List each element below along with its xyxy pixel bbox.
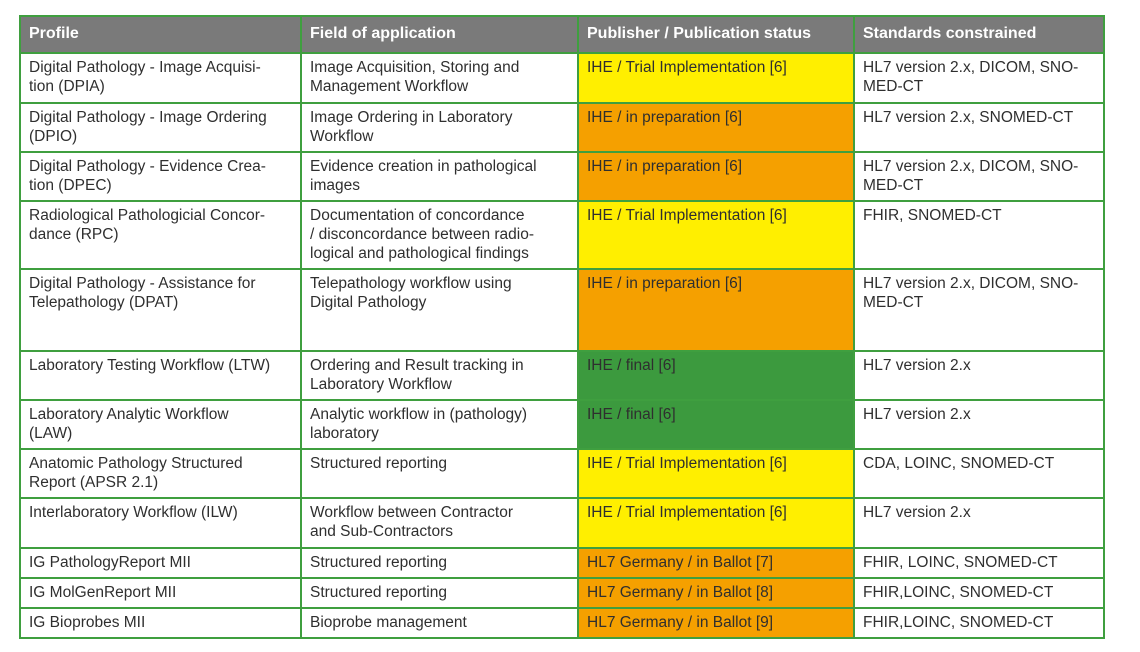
standards-cell: HL7 version 2.x — [853, 497, 1105, 549]
field-cell: Structured reporting — [300, 547, 579, 579]
header-status: Publisher / Publication status — [577, 15, 855, 54]
profile-cell: Digital Pathology - Evidence Crea- tion … — [19, 151, 302, 202]
profile-cell: Digital Pathology - Image Ordering (DPIO… — [19, 102, 302, 153]
standards-cell: HL7 version 2.x, SNOMED-CT — [853, 102, 1105, 153]
standards-cell: FHIR, SNOMED-CT — [853, 200, 1105, 270]
table-row: Digital Pathology - Image Ordering (DPIO… — [19, 102, 1105, 153]
table-row: Digital Pathology - Image Acquisi- tion … — [19, 52, 1105, 104]
field-cell: Structured reporting — [300, 448, 579, 499]
status-cell: IHE / Trial Implementation [6] — [577, 497, 855, 549]
status-cell: HL7 Germany / in Ballot [8] — [577, 577, 855, 609]
profiles-table: Profile Field of application Publisher /… — [19, 15, 1105, 639]
table-row: Laboratory Testing Workflow (LTW) Orderi… — [19, 350, 1105, 401]
table-row: Digital Pathology - Evidence Crea- tion … — [19, 151, 1105, 202]
profile-cell: IG MolGenReport MII — [19, 577, 302, 609]
standards-cell: HL7 version 2.x — [853, 399, 1105, 450]
status-cell: HL7 Germany / in Ballot [7] — [577, 547, 855, 579]
standards-cell: FHIR,LOINC, SNOMED-CT — [853, 577, 1105, 609]
standards-cell: HL7 version 2.x, DICOM, SNO- MED-CT — [853, 151, 1105, 202]
header-field: Field of application — [300, 15, 579, 54]
field-cell: Documentation of concordance / disconcor… — [300, 200, 579, 270]
profile-cell: Radiological Pathologicial Concor- dance… — [19, 200, 302, 270]
profile-cell: Laboratory Analytic Workflow (LAW) — [19, 399, 302, 450]
table-row: Digital Pathology - Assistance for Telep… — [19, 268, 1105, 352]
status-cell: IHE / in preparation [6] — [577, 151, 855, 202]
status-cell: IHE / final [6] — [577, 350, 855, 401]
table-row: Interlaboratory Workflow (ILW) Workflow … — [19, 497, 1105, 549]
header-row: Profile Field of application Publisher /… — [19, 15, 1105, 54]
standards-cell: HL7 version 2.x, DICOM, SNO- MED-CT — [853, 268, 1105, 352]
field-cell: Image Acquisition, Storing and Managemen… — [300, 52, 579, 104]
table-row: IG Bioprobes MII Bioprobe management HL7… — [19, 607, 1105, 639]
status-cell: IHE / in preparation [6] — [577, 102, 855, 153]
table-row: IG MolGenReport MII Structured reporting… — [19, 577, 1105, 609]
table-row: IG PathologyReport MII Structured report… — [19, 547, 1105, 579]
profile-cell: Digital Pathology - Assistance for Telep… — [19, 268, 302, 352]
table-row: Radiological Pathologicial Concor- dance… — [19, 200, 1105, 270]
standards-cell: FHIR, LOINC, SNOMED-CT — [853, 547, 1105, 579]
field-cell: Telepathology workflow using Digital Pat… — [300, 268, 579, 352]
field-cell: Ordering and Result tracking in Laborato… — [300, 350, 579, 401]
profile-cell: IG PathologyReport MII — [19, 547, 302, 579]
field-cell: Image Ordering in Laboratory Workflow — [300, 102, 579, 153]
profile-cell: Laboratory Testing Workflow (LTW) — [19, 350, 302, 401]
field-cell: Bioprobe management — [300, 607, 579, 639]
field-cell: Structured reporting — [300, 577, 579, 609]
profile-cell: Interlaboratory Workflow (ILW) — [19, 497, 302, 549]
profile-cell: Anatomic Pathology Structured Report (AP… — [19, 448, 302, 499]
status-cell: IHE / Trial Implementation [6] — [577, 448, 855, 499]
standards-cell: FHIR,LOINC, SNOMED-CT — [853, 607, 1105, 639]
profile-cell: Digital Pathology - Image Acquisi- tion … — [19, 52, 302, 104]
header-standards: Standards constrained — [853, 15, 1105, 54]
status-cell: HL7 Germany / in Ballot [9] — [577, 607, 855, 639]
field-cell: Workflow between Contractor and Sub-Cont… — [300, 497, 579, 549]
field-cell: Analytic workflow in (pathology) laborat… — [300, 399, 579, 450]
status-cell: IHE / Trial Implementation [6] — [577, 52, 855, 104]
standards-cell: HL7 version 2.x, DICOM, SNO- MED-CT — [853, 52, 1105, 104]
field-cell: Evidence creation in pathological images — [300, 151, 579, 202]
table-row: Laboratory Analytic Workflow (LAW) Analy… — [19, 399, 1105, 450]
header-profile: Profile — [19, 15, 302, 54]
standards-cell: HL7 version 2.x — [853, 350, 1105, 401]
status-cell: IHE / final [6] — [577, 399, 855, 450]
standards-cell: CDA, LOINC, SNOMED-CT — [853, 448, 1105, 499]
table-row: Anatomic Pathology Structured Report (AP… — [19, 448, 1105, 499]
status-cell: IHE / Trial Implementation [6] — [577, 200, 855, 270]
status-cell: IHE / in preparation [6] — [577, 268, 855, 352]
profile-cell: IG Bioprobes MII — [19, 607, 302, 639]
